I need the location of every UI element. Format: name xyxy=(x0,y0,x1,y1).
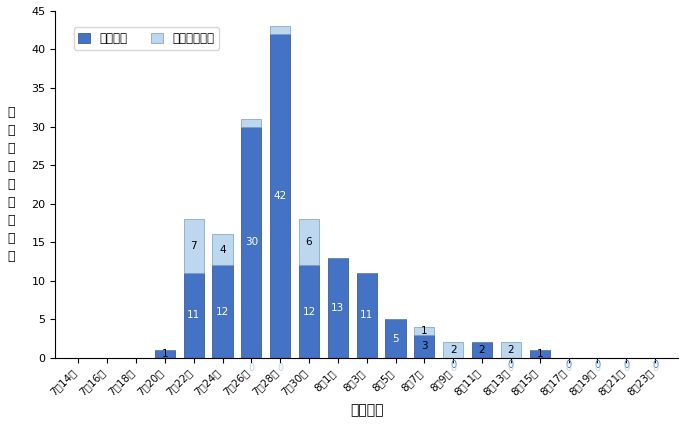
Text: 13: 13 xyxy=(332,303,345,313)
Bar xyxy=(414,327,434,335)
Text: 2: 2 xyxy=(479,345,486,355)
Bar xyxy=(241,119,262,127)
Text: 0: 0 xyxy=(652,363,658,373)
Bar xyxy=(472,343,492,358)
Text: 12: 12 xyxy=(216,307,229,317)
Text: 0: 0 xyxy=(249,363,254,373)
Bar xyxy=(357,273,377,358)
Bar xyxy=(212,234,233,265)
Text: 0: 0 xyxy=(565,360,571,370)
Text: 30: 30 xyxy=(245,237,258,247)
Text: 5: 5 xyxy=(393,334,399,343)
Text: 0: 0 xyxy=(595,363,600,373)
Bar xyxy=(270,34,290,358)
X-axis label: 网报日期: 网报日期 xyxy=(350,403,384,417)
Text: 1: 1 xyxy=(162,349,169,359)
Bar xyxy=(501,343,521,358)
Bar xyxy=(530,350,550,358)
Text: 1: 1 xyxy=(536,349,543,359)
Text: 2: 2 xyxy=(508,345,514,355)
Text: 0: 0 xyxy=(652,360,658,370)
Text: 42: 42 xyxy=(273,191,287,201)
Bar xyxy=(184,219,204,273)
Text: 2: 2 xyxy=(450,345,456,355)
Text: 4: 4 xyxy=(219,245,226,255)
Bar xyxy=(212,265,233,358)
Bar xyxy=(443,343,463,358)
Text: 1: 1 xyxy=(421,326,427,336)
Bar xyxy=(270,26,290,34)
Text: 0: 0 xyxy=(508,360,514,370)
Text: 0: 0 xyxy=(595,360,600,370)
Text: 0: 0 xyxy=(277,363,284,373)
Y-axis label: 纯
新
增
病
例
数
（
例
）: 纯 新 增 病 例 数 （ 例 ） xyxy=(7,106,14,263)
Text: 0: 0 xyxy=(450,363,456,373)
Bar xyxy=(386,319,406,358)
Text: 6: 6 xyxy=(306,237,312,247)
Text: 11: 11 xyxy=(187,310,201,321)
Text: 0: 0 xyxy=(623,363,630,373)
Bar xyxy=(155,350,175,358)
Bar xyxy=(328,258,348,358)
Bar xyxy=(299,219,319,265)
Text: 3: 3 xyxy=(421,341,427,351)
Legend: 确诊病例, 无症状感染者: 确诊病例, 无症状感染者 xyxy=(74,27,219,50)
Bar xyxy=(414,335,434,358)
Text: 0: 0 xyxy=(623,360,630,370)
Text: 0: 0 xyxy=(565,363,571,373)
Text: 0: 0 xyxy=(450,360,456,370)
Bar xyxy=(299,265,319,358)
Bar xyxy=(241,127,262,358)
Text: 7: 7 xyxy=(190,241,197,251)
Bar xyxy=(184,273,204,358)
Text: 12: 12 xyxy=(303,307,316,317)
Text: 11: 11 xyxy=(360,310,373,321)
Text: 0: 0 xyxy=(508,363,514,373)
